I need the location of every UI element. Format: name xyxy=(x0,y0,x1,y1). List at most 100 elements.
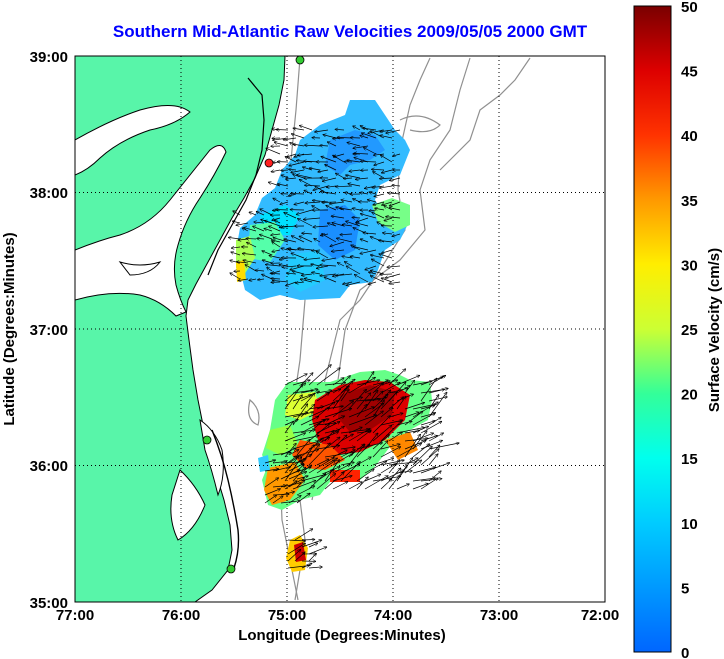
velocity-arrow xyxy=(311,264,321,266)
velocity-arrow xyxy=(412,467,436,474)
velocity-arrow xyxy=(316,474,336,490)
barrier-islands xyxy=(211,429,240,569)
velocity-arrow xyxy=(360,193,369,195)
velocity-arrow xyxy=(412,413,436,426)
velocity-arrow xyxy=(354,153,369,154)
velocity-arrow xyxy=(381,249,393,253)
colorbar-tick-label: 40 xyxy=(681,128,698,145)
velocity-arrow xyxy=(332,435,347,450)
y-axis: 39:00 38:00 37:00 36:00 35:00 Latitude (… xyxy=(1,49,68,612)
velocity-arrow xyxy=(333,155,345,163)
velocity-arrow xyxy=(299,179,313,187)
velocity-arrow xyxy=(300,389,318,394)
velocity-arrow xyxy=(301,563,312,569)
velocity-arrow xyxy=(340,462,354,466)
velocity-arrow xyxy=(331,216,345,219)
velocity-arrow xyxy=(412,483,428,490)
colorbar: 50 45 40 35 30 25 20 15 10 5 0 Surface V… xyxy=(633,0,723,659)
velocity-arrow xyxy=(428,388,448,394)
velocity-arrow xyxy=(404,403,425,410)
velocity-arrow xyxy=(356,217,369,222)
velocity-arrow xyxy=(316,265,329,268)
velocity-arrow xyxy=(260,209,273,216)
velocity-arrow xyxy=(381,169,393,173)
velocity-arrow xyxy=(291,134,305,139)
velocity-arrow xyxy=(305,202,321,203)
velocity-arrow xyxy=(312,250,321,251)
velocity-arrow xyxy=(343,178,353,179)
velocity-arrow xyxy=(296,459,306,464)
velocity-arrow xyxy=(309,168,321,171)
velocity-arrow xyxy=(332,426,344,434)
velocity-arrow xyxy=(294,529,313,541)
x-tick-label: 77:00 xyxy=(56,607,94,624)
velocity-arrow xyxy=(288,250,305,251)
velocity-arrow xyxy=(272,496,283,504)
velocity-arrow xyxy=(286,281,297,286)
velocity-arrow xyxy=(372,416,390,434)
velocity-arrow xyxy=(335,129,345,130)
plot-area xyxy=(75,56,605,602)
velocity-arrow xyxy=(420,463,450,474)
velocity-arrow xyxy=(324,277,337,283)
velocity-arrow xyxy=(308,407,324,410)
colorbar-gradient xyxy=(633,5,672,653)
velocity-arrow xyxy=(324,437,340,450)
velocity-arrow xyxy=(339,208,353,211)
velocity-arrow xyxy=(420,405,435,410)
bay-water xyxy=(75,105,227,541)
x-axis-label: Longitude (Degrees:Minutes) xyxy=(238,627,446,644)
velocity-arrow xyxy=(369,192,377,194)
velocity-arrow xyxy=(249,279,257,281)
velocity-arrow xyxy=(353,145,369,148)
velocity-arrow xyxy=(356,444,370,458)
velocity-arrow xyxy=(273,210,281,211)
velocity-arrow xyxy=(271,170,281,172)
velocity-arrow xyxy=(368,281,377,284)
y-tick-label: 36:00 xyxy=(30,458,68,475)
colorbar-tick-label: 35 xyxy=(681,193,698,210)
velocity-arrow xyxy=(257,238,265,239)
velocity-arrow xyxy=(261,220,273,224)
y-tick-label: 39:00 xyxy=(30,49,68,66)
velocity-arrow xyxy=(253,226,265,232)
velocity-arrow xyxy=(280,492,295,496)
velocity-arrow xyxy=(287,540,306,541)
velocity-arrow xyxy=(428,454,438,466)
velocity-arrow xyxy=(316,459,329,466)
velocity-arrow xyxy=(389,201,401,206)
velocity-arrow xyxy=(294,552,305,562)
velocity-arrow xyxy=(308,419,325,434)
velocity-arrow xyxy=(388,432,403,442)
velocity-arrow xyxy=(300,465,312,474)
velocity-arrow xyxy=(324,460,339,482)
velocity-arrow xyxy=(348,407,374,418)
velocity-arrow xyxy=(360,214,377,219)
velocity-arrow xyxy=(344,262,353,267)
velocity-arrow xyxy=(356,223,369,227)
velocity-arrow xyxy=(380,408,393,418)
velocity-arrow xyxy=(337,263,345,267)
velocity-arrow xyxy=(372,394,388,410)
velocity-arrow xyxy=(336,238,353,243)
velocity-arrow xyxy=(284,433,306,442)
velocity-arrow xyxy=(387,266,401,267)
velocity-arrow xyxy=(356,469,374,482)
velocity-arrow xyxy=(353,126,361,131)
velocity-arrow xyxy=(349,170,361,171)
velocity-arrow xyxy=(380,155,393,163)
colorbar-tick-label: 15 xyxy=(681,451,698,468)
velocity-arrow xyxy=(304,278,321,283)
velocity-arrow xyxy=(347,142,361,147)
velocity-arrow xyxy=(303,218,321,220)
x-tick-label: 73:00 xyxy=(480,607,518,624)
velocity-arrow xyxy=(374,161,385,165)
velocity-arrow xyxy=(404,411,423,426)
velocity-arrow xyxy=(296,209,313,215)
velocity-arrow xyxy=(313,185,329,190)
velocity-arrow xyxy=(308,543,318,548)
velocity-arrow xyxy=(288,472,307,480)
velocity-arrow xyxy=(348,444,365,466)
velocity-arrow xyxy=(404,458,418,466)
velocity-arrow xyxy=(294,201,305,205)
